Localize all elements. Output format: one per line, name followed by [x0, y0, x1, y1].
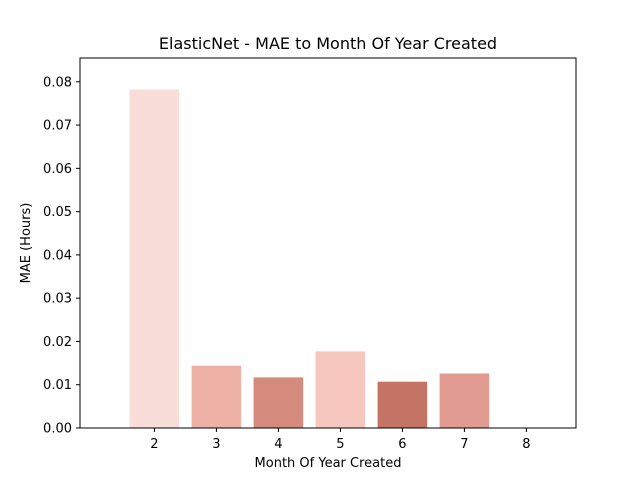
- x-axis: 2 3 4 5 6 7 8: [150, 428, 531, 452]
- y-tick-label: 0.03: [43, 292, 72, 307]
- y-tick-label: 0.02: [43, 335, 72, 350]
- bar-month-2: [129, 89, 180, 429]
- bar-month-6: [377, 381, 428, 428]
- y-tick-label: 0.08: [43, 75, 72, 90]
- bar-month-4: [253, 377, 304, 428]
- plot-frame: [79, 57, 577, 429]
- bar-month-3: [191, 365, 242, 428]
- x-tick-label: 2: [150, 437, 158, 452]
- y-tick-label: 0.07: [43, 119, 72, 134]
- x-tick-label: 7: [460, 437, 468, 452]
- bar-month-5: [315, 351, 366, 428]
- y-axis-label: MAE (Hours): [19, 203, 34, 284]
- x-tick-label: 4: [274, 437, 282, 452]
- x-tick-label: 5: [336, 437, 344, 452]
- y-tick-label: 0.06: [43, 162, 72, 177]
- y-tick-label: 0.05: [43, 205, 72, 220]
- y-axis: 0.00 0.01 0.02 0.03 0.04 0.05 0.06 0.07 0.08: [43, 75, 80, 437]
- y-tick-label: 0.01: [43, 378, 72, 393]
- y-tick-label: 0.04: [43, 248, 72, 263]
- x-tick-label: 8: [522, 437, 530, 452]
- x-axis-label: Month Of Year Created: [255, 456, 402, 471]
- x-tick-label: 6: [398, 437, 406, 452]
- chart-title: ElasticNet - MAE to Month Of Year Create…: [159, 34, 497, 53]
- x-tick-label: 3: [212, 437, 220, 452]
- bar-month-7: [439, 373, 490, 428]
- bars-group: [129, 89, 490, 429]
- y-tick-label: 0.00: [43, 422, 72, 437]
